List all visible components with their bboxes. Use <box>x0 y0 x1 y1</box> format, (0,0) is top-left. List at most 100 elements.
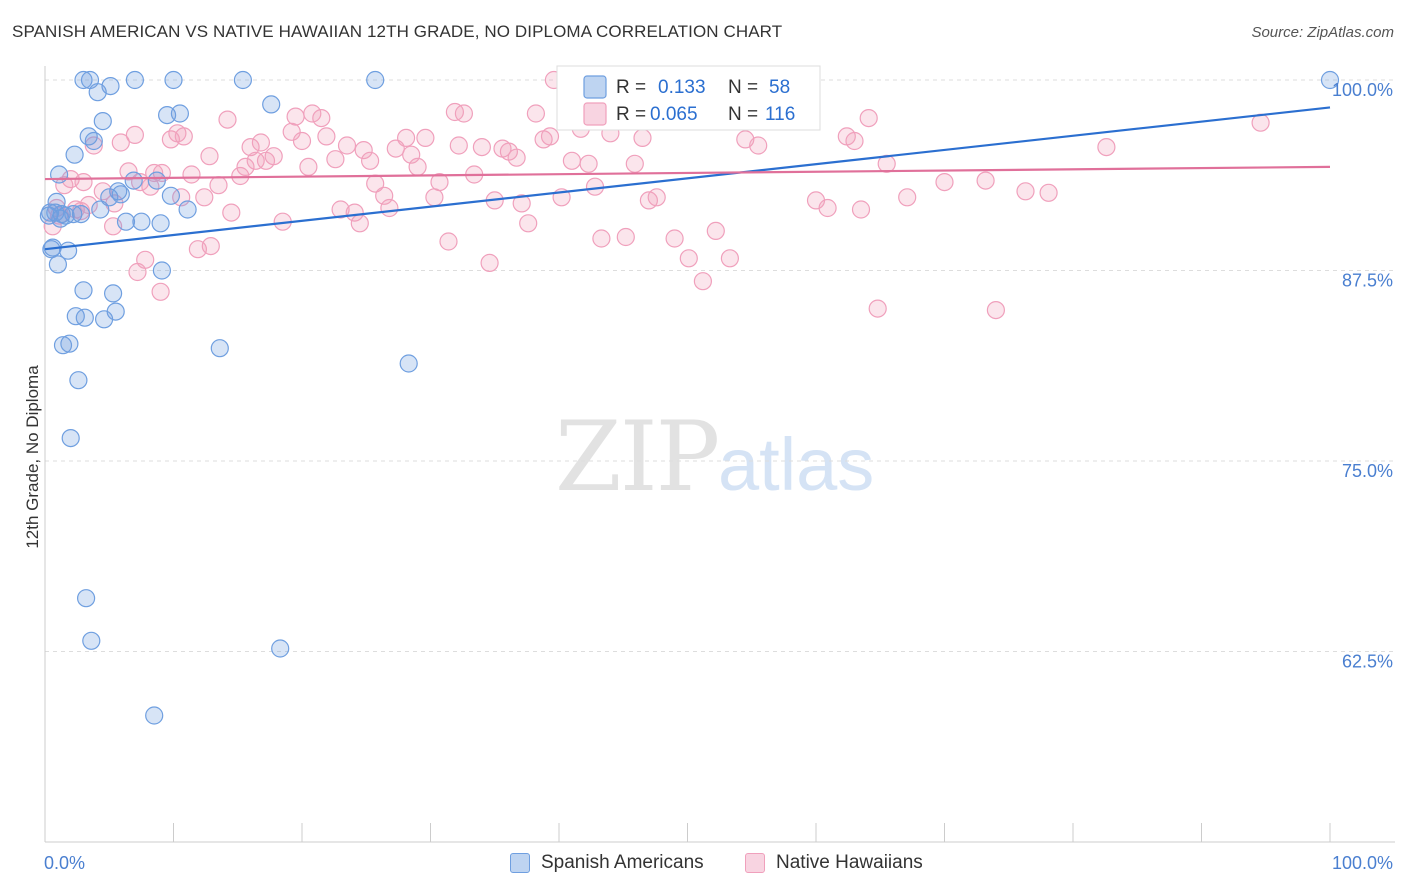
chart-title: SPANISH AMERICAN VS NATIVE HAWAIIAN 12TH… <box>12 22 783 41</box>
data-point <box>592 229 611 248</box>
data-point <box>859 108 878 128</box>
data-point <box>625 154 644 173</box>
data-point <box>299 157 318 176</box>
data-point <box>399 354 418 373</box>
data-point <box>749 136 768 155</box>
data-point <box>210 339 229 358</box>
data-point <box>124 171 143 190</box>
data-point <box>91 200 110 219</box>
data-point <box>345 203 364 222</box>
data-point <box>231 166 250 186</box>
data-point <box>174 127 193 146</box>
data-point <box>1097 138 1116 157</box>
data-point <box>151 282 170 301</box>
data-point <box>331 200 350 219</box>
data-point <box>562 151 582 170</box>
data-point <box>303 104 322 123</box>
series-legend: Spanish Americans Native Hawaiians <box>0 850 1406 880</box>
data-point <box>64 205 83 224</box>
data-point <box>665 229 684 248</box>
data-point <box>579 154 598 173</box>
data-point <box>182 165 201 184</box>
legend-swatch-native-hawaiians <box>583 102 607 126</box>
data-point <box>116 212 136 231</box>
legend-label-spanish-americans: Spanish Americans <box>541 852 704 873</box>
legend-label-native-hawaiians: Native Hawaiians <box>776 852 923 873</box>
stats-legend: R = 0.133 N = 58 R = 0.065 N = 116 <box>556 65 821 131</box>
data-point <box>519 214 538 233</box>
data-point <box>161 186 180 205</box>
data-point <box>236 157 255 176</box>
data-point <box>480 253 499 272</box>
data-point <box>264 147 283 166</box>
data-point <box>445 102 464 122</box>
data-point <box>430 173 449 192</box>
watermark-zip: ZIP <box>555 401 718 513</box>
data-point <box>416 128 435 147</box>
data-point <box>79 195 98 215</box>
svg-text:N =: N = <box>728 77 758 98</box>
data-point <box>200 147 219 166</box>
data-point <box>61 429 80 448</box>
data-point <box>251 133 270 152</box>
data-point <box>439 232 458 251</box>
data-point <box>109 182 128 201</box>
data-point <box>868 299 887 318</box>
data-point <box>408 157 427 176</box>
data-point <box>1016 182 1035 201</box>
data-point <box>48 255 68 274</box>
data-point <box>397 128 416 147</box>
data-point <box>512 194 531 213</box>
data-point <box>380 198 399 218</box>
data-point <box>271 639 290 658</box>
data-point <box>366 70 385 90</box>
data-point <box>425 188 444 207</box>
data-point <box>125 70 144 90</box>
data-point <box>100 188 119 207</box>
data-point <box>132 212 151 231</box>
data-point <box>720 249 740 268</box>
legend-r-native-hawaiians: 0.065 <box>650 104 698 125</box>
y-tick-label: 62.5% <box>1342 652 1393 672</box>
data-point <box>354 141 373 160</box>
data-point <box>326 150 345 169</box>
svg-text:N =: N = <box>728 104 758 125</box>
svg-text:R =: R = <box>616 77 646 98</box>
data-point <box>1320 70 1340 90</box>
data-point <box>693 272 713 291</box>
data-point <box>151 214 170 233</box>
data-point <box>282 122 301 141</box>
data-point <box>851 200 871 219</box>
data-point <box>65 145 84 164</box>
legend-n-native-hawaiians: 116 <box>765 104 795 125</box>
data-point <box>125 125 144 144</box>
data-point <box>170 104 189 123</box>
data-point <box>43 217 62 236</box>
data-point <box>201 237 220 256</box>
data-point <box>136 250 155 269</box>
data-point <box>84 131 103 151</box>
data-point <box>818 198 837 218</box>
data-point <box>106 302 125 321</box>
data-point <box>195 188 214 207</box>
data-point <box>75 308 94 327</box>
data-point <box>350 214 369 233</box>
data-point <box>74 281 93 300</box>
data-point <box>292 131 312 151</box>
legend-swatch-native-hawaiians-bottom <box>745 853 765 873</box>
data-point <box>647 188 666 207</box>
data-point <box>317 127 336 146</box>
data-point <box>119 162 138 181</box>
tick-labels: 62.5% 75.0% 87.5% 100.0% 0.0% 100.0% <box>44 80 1393 873</box>
legend-item-spanish-americans: Spanish Americans <box>510 852 704 874</box>
trend-line <box>44 165 1331 181</box>
data-point <box>262 95 281 114</box>
y-axis-label: 12th Grade, No Diploma <box>23 365 42 549</box>
data-point <box>71 205 91 224</box>
data-point <box>616 227 635 247</box>
data-point <box>507 148 526 167</box>
data-point <box>986 301 1006 320</box>
data-point <box>60 334 79 353</box>
axes <box>44 66 1395 843</box>
